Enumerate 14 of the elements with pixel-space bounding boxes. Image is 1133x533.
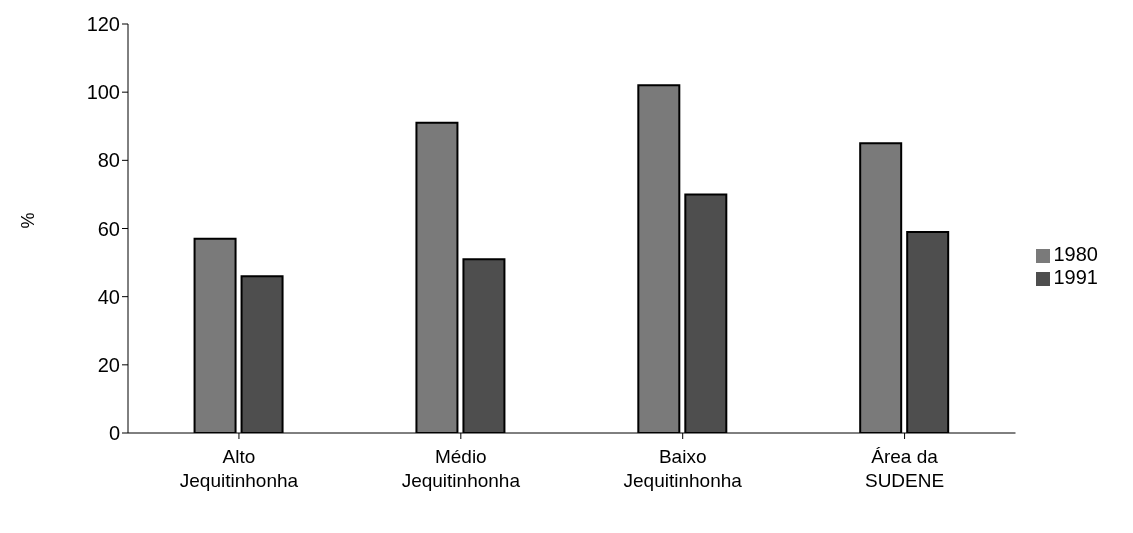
y-tick-label: 100 — [86, 81, 120, 104]
x-tick-label: Área da SUDENE — [864, 446, 945, 491]
x-tick-label: Alto Jequitinhonha — [179, 446, 299, 491]
x-tick-label: Baixo Jequitinhonha — [623, 446, 743, 491]
y-tick-label: 120 — [86, 13, 120, 36]
legend-label: 1980 — [1053, 242, 1098, 265]
x-tick-label: Médio Jequitinhonha — [401, 446, 521, 491]
y-axis-title: % — [18, 212, 39, 229]
y-tick-label: 40 — [97, 285, 120, 308]
legend-label: 1991 — [1053, 265, 1098, 288]
y-tick-label: 0 — [108, 422, 120, 445]
y-tick-label: 80 — [97, 149, 120, 172]
y-tick-label: 60 — [97, 217, 120, 240]
y-tick-label: 20 — [97, 353, 120, 376]
